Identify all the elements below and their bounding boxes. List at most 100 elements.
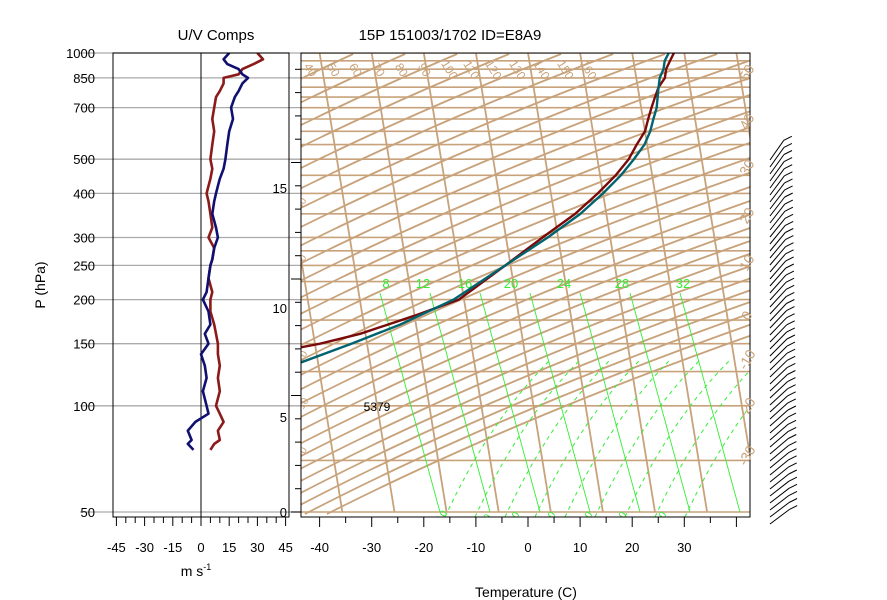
wind-barb-staff [769,402,789,420]
uv-plot-area [186,53,265,517]
wind-barb-feather [784,206,794,212]
isotherm [789,53,864,512]
wind-barb-feather [784,213,794,219]
wind-barb-feather [788,462,797,468]
temperature-tick-label--10: -10 [467,540,486,555]
mixing-ratio-label-20: 20 [504,276,518,291]
wind-barb-feather [788,505,798,511]
temperature-tick-label--40: -40 [310,540,329,555]
series-dewpoint-line [301,53,670,364]
wind-barb-staff [769,324,788,343]
wind-barb-staff [769,395,789,413]
wind-barb-staff [769,338,788,357]
mixing-ratio-label-8: 8 [382,276,389,291]
wind-barb-feather [783,142,793,148]
wind-barb-staff [769,431,789,448]
pressure-tick-label-300: 300 [73,230,95,245]
wind-barb-staff [769,182,785,203]
temperature-tick-label--30: -30 [362,540,381,555]
wind-barb-staff [769,381,788,399]
mixing-ratio-line [679,292,741,513]
moist-adiabat [684,405,750,517]
height-tick-label-10: 10 [273,301,287,316]
wind-barb-feather [783,135,793,141]
wind-barb-staff [769,445,789,462]
wind-barb-staff [769,274,787,294]
wind-barbs [769,135,798,525]
wind-barb-staff [769,352,788,371]
wind-barb-feather [788,483,798,489]
dry-adiabat [301,252,750,445]
moist-adiabat [474,359,581,517]
pressure-tick-label-400: 400 [73,186,95,201]
wind-barb-feather [787,426,797,432]
potential-temperature-label-50: 50 [324,61,343,80]
left-edge-label-10: 10 [296,396,311,412]
wind-barb-feather [787,419,797,425]
wind-barb-feather [785,256,794,262]
moist-adiabat [444,359,551,517]
wind-barb-staff [769,196,786,217]
wind-barb-staff [769,473,790,490]
pressure-tick-label-250: 250 [73,258,95,273]
dry-adiabat [301,200,750,391]
wind-barb-staff [769,367,788,385]
wind-barb-staff [769,281,787,301]
dry-adiabat [301,240,750,432]
isotherm [318,53,396,513]
wind-barb-staff [769,232,786,252]
dry-adiabat [301,213,750,405]
wind-axis-label: m s-1 [181,562,212,579]
wind-barb-feather [787,391,796,397]
moist-adiabat-label-0: 0 [482,512,495,523]
wind-barb-staff [769,310,787,329]
wind-barb-staff [769,253,786,273]
isotherm [579,53,656,513]
wind-barb-staff [769,260,787,280]
isotherm-edge-label-10: 10 [736,252,758,274]
wind-barb-feather [788,448,797,454]
isotherm [422,53,500,513]
moist-adiabat-label-50: 50 [654,510,669,526]
mixing-ratio-line [529,292,591,513]
potential-temperature-label-90: 90 [415,61,434,80]
wind-barb-feather [784,185,793,191]
temperature-tick-label-20: 20 [625,540,639,555]
wind-barb-feather [788,469,798,475]
dry-adiabat [301,59,750,247]
dry-adiabat [301,53,510,148]
pressure-tick-label-200: 200 [73,293,95,308]
dry-adiabat [301,289,750,482]
wind-barb-feather [787,377,796,383]
series-temperature-line [301,53,675,349]
mixing-ratio-label-28: 28 [615,276,629,291]
temperature-tick-label--20: -20 [414,540,433,555]
wind-barb-feather [783,157,793,163]
isotherm-edge-label--10: -10 [735,347,759,373]
skewt-panel-frame [300,52,751,518]
isotherm [111,53,186,512]
temperature-tick-label-30: 30 [677,540,691,555]
pressure-tick-label-100: 100 [73,399,95,414]
mixing-ratio-label-12: 12 [416,276,430,291]
dry-adiabat [301,110,750,299]
pressure-tick-label-50: 50 [81,505,95,520]
moist-adiabat [654,369,750,517]
wind-barb-feather [786,341,796,347]
wind-axis-label-superscript: -1 [203,562,211,572]
wind-barb-feather [787,362,796,368]
isotherm [0,53,30,512]
moist-adiabat [564,359,671,517]
left-edge-label-40: 40 [294,196,309,212]
isotherm [735,53,750,142]
wind-barb-feather [786,306,795,312]
wind-tick-label--15: -15 [163,540,182,555]
moist-adiabat-label-10: 10 [507,510,522,526]
wind-barb-feather [788,476,798,482]
mixing-ratio-line [629,292,691,513]
pressure-tick-label-850: 850 [73,71,95,86]
wind-barb-feather [787,398,797,404]
